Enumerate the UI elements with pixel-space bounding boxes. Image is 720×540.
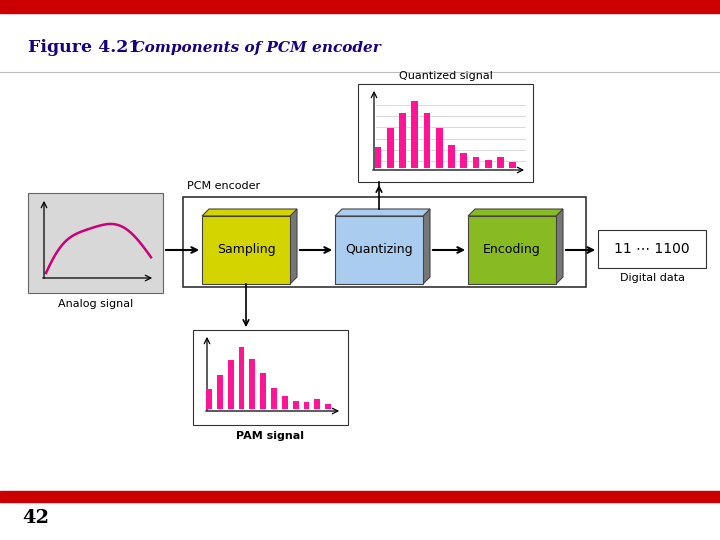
Bar (448, 145, 455, 168)
Bar (485, 160, 492, 168)
Bar (335, 216, 423, 284)
Polygon shape (290, 209, 297, 284)
Bar (358, 84, 533, 182)
Bar (387, 129, 394, 168)
Polygon shape (468, 209, 563, 216)
Bar (260, 373, 266, 409)
Text: Quantizing: Quantizing (345, 244, 413, 256)
Bar (399, 113, 406, 168)
Text: 11 ⋯ 1100: 11 ⋯ 1100 (614, 242, 690, 256)
Bar (497, 157, 504, 168)
Bar (436, 129, 443, 168)
Bar (217, 375, 222, 409)
Bar (509, 162, 516, 168)
Bar (183, 197, 586, 287)
Bar (28, 193, 163, 293)
Text: Digital data: Digital data (619, 273, 685, 283)
Text: Components of PCM encoder: Components of PCM encoder (122, 41, 381, 55)
Bar (315, 399, 320, 409)
Bar (468, 216, 556, 284)
Polygon shape (335, 209, 430, 216)
Bar (282, 396, 288, 409)
Bar (304, 402, 310, 409)
Text: 42: 42 (22, 509, 49, 527)
Bar (249, 359, 256, 409)
Text: Quantized signal: Quantized signal (399, 71, 492, 81)
Text: PCM encoder: PCM encoder (187, 181, 260, 191)
Text: Sampling: Sampling (217, 244, 275, 256)
Polygon shape (202, 209, 297, 216)
Bar (293, 401, 299, 409)
Bar (325, 404, 331, 409)
Text: Analog signal: Analog signal (58, 299, 133, 309)
Bar (423, 113, 431, 168)
Bar (202, 216, 290, 284)
Bar (238, 347, 245, 409)
Bar (271, 388, 277, 409)
Polygon shape (556, 209, 563, 284)
Text: PAM signal: PAM signal (236, 431, 305, 441)
Bar (374, 147, 382, 168)
Text: Encoding: Encoding (483, 244, 541, 256)
Bar (206, 389, 212, 409)
Text: Figure 4.21: Figure 4.21 (28, 39, 140, 57)
Bar (460, 153, 467, 168)
Bar (0, 491, 720, 502)
Bar (193, 330, 348, 425)
Bar (411, 101, 418, 168)
Polygon shape (423, 209, 430, 284)
Bar (472, 157, 480, 168)
Bar (0, 0, 720, 13)
Bar (228, 360, 234, 409)
Bar (598, 230, 706, 268)
